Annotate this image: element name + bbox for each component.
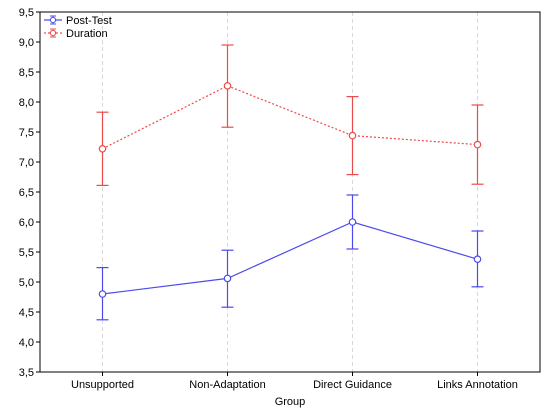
data-point <box>348 218 357 226</box>
data-point <box>473 255 482 264</box>
legend-swatch-marker <box>49 29 57 37</box>
data-point <box>98 290 107 298</box>
y-tick-label: 9,5 <box>19 7 34 19</box>
y-tick-label: 7,5 <box>19 127 34 139</box>
x-tick-label: Non-Adaptation <box>189 379 265 391</box>
legend-item: Duration <box>44 28 108 40</box>
legend-swatch-marker <box>49 16 57 24</box>
y-tick-label: 6,5 <box>19 187 34 199</box>
series-line <box>102 85 478 150</box>
data-point <box>473 140 482 149</box>
series-line <box>102 221 478 295</box>
data-point <box>348 131 357 140</box>
y-tick-label: 4,0 <box>19 337 34 349</box>
y-tick-label: 8,5 <box>19 67 34 79</box>
y-tick-label: 9,0 <box>19 37 34 49</box>
x-tick-label: Direct Guidance <box>313 379 392 391</box>
y-tick-label: 8,0 <box>19 97 34 109</box>
y-axis: 3,5 4,0 4,5 5,0 5,5 6,0 6,5 7,0 7,5 8,0 8,5 9,0 9,5 <box>19 7 40 379</box>
y-tick-label: 5,0 <box>19 277 34 289</box>
y-tick-label: 3,5 <box>19 367 34 379</box>
y-tick-label: 4,5 <box>19 307 34 319</box>
x-axis-title: Group <box>275 396 306 408</box>
data-point <box>223 82 232 90</box>
data-point <box>98 145 107 153</box>
legend-label: Duration <box>66 28 108 40</box>
series-duration <box>96 44 484 186</box>
y-tick-label: 5,5 <box>19 247 34 259</box>
series-post-test <box>96 194 484 321</box>
x-axis: Unsupported Non-Adaptation Direct Guidance… <box>71 372 518 391</box>
legend-item: Post-Test <box>44 15 112 27</box>
x-tick-label: Unsupported <box>71 379 134 391</box>
y-tick-label: 7,0 <box>19 157 34 169</box>
grid <box>102 12 478 372</box>
plot-frame <box>39 11 541 373</box>
data-point <box>223 274 232 283</box>
x-tick-label: Links Annotation <box>437 379 518 391</box>
series <box>96 44 484 321</box>
y-tick-label: 6,0 <box>19 217 34 229</box>
legend-label: Post-Test <box>66 15 112 27</box>
